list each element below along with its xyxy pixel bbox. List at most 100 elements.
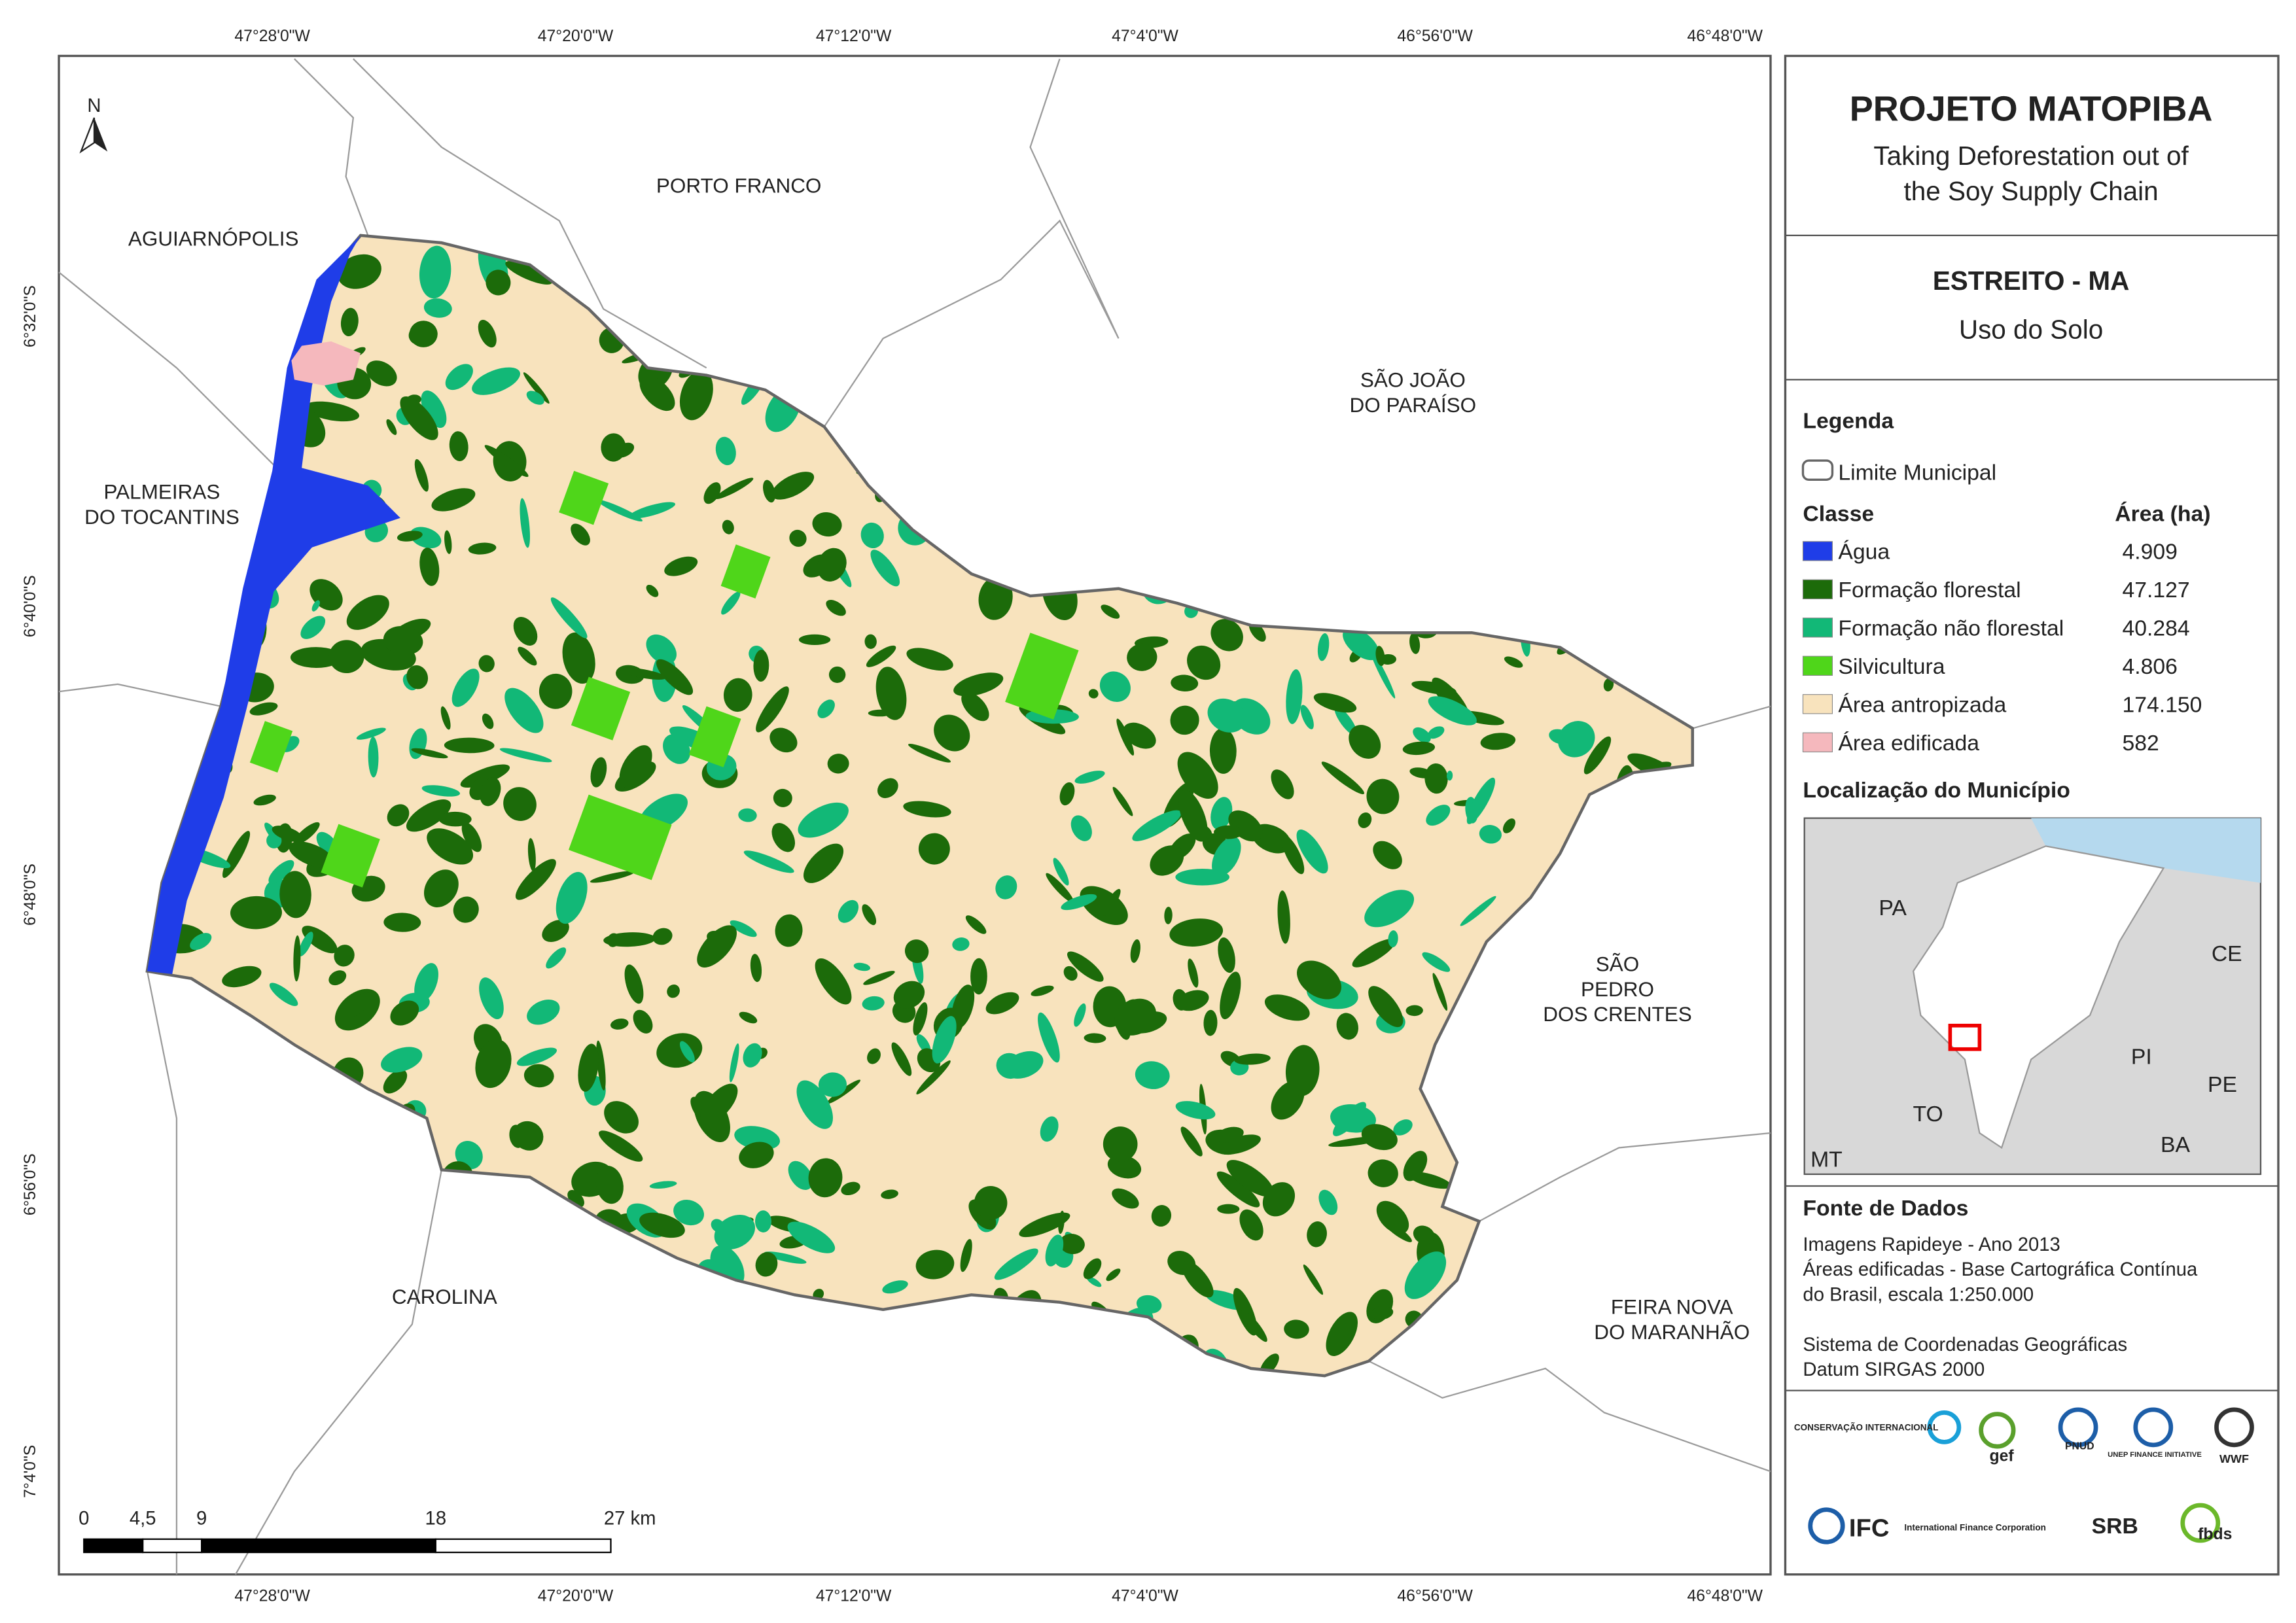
land-patch: [1218, 937, 1235, 973]
land-patch: [798, 802, 849, 838]
land-patch: [673, 1199, 705, 1226]
land-patch: [516, 1047, 557, 1066]
place-label: PALMEIRAS: [104, 480, 221, 504]
land-patch: [597, 500, 643, 522]
land-patch: [1099, 671, 1131, 703]
land-patch: [918, 833, 950, 865]
land-patch: [1217, 1204, 1240, 1214]
land-patch: [406, 799, 451, 832]
place-label: DOS CRENTES: [1543, 1002, 1691, 1026]
land-patch: [1087, 1276, 1102, 1287]
land-patch: [289, 841, 334, 868]
longitude-label: 46°48'0"W: [1687, 1587, 1763, 1605]
land-patch: [771, 822, 796, 852]
land-patch: [1063, 966, 1078, 981]
silviculture-patch: [571, 676, 631, 741]
land-patch: [870, 550, 900, 587]
land-patch: [1101, 604, 1120, 619]
logo-mark: [2180, 1503, 2221, 1543]
source-line: Imagens Rapideye - Ano 2013: [1803, 1234, 2060, 1255]
land-patch: [1271, 769, 1294, 799]
latitude-label: 6°40'0"S: [22, 575, 39, 637]
land-patch: [550, 597, 588, 638]
logo-mark: [2058, 1407, 2098, 1448]
latitude-label: 6°48'0"S: [22, 864, 39, 926]
class-header: Classe: [1803, 501, 1874, 526]
land-patch: [891, 1042, 912, 1076]
land-patch: [1307, 1221, 1327, 1248]
land-patch: [1207, 698, 1246, 733]
land-patch: [866, 645, 896, 667]
land-patch: [679, 1041, 695, 1063]
land-patch: [763, 480, 775, 503]
land-patch: [721, 591, 741, 615]
land-patch: [1038, 1012, 1060, 1063]
silviculture-patch: [249, 721, 293, 773]
place-label: DO PARAÍSO: [1350, 393, 1477, 417]
land-patch: [826, 599, 846, 616]
land-patch: [951, 985, 975, 1029]
scale-segment: [83, 1538, 144, 1554]
land-patch: [1411, 680, 1457, 695]
logo-label: fbds: [2198, 1526, 2232, 1543]
land-patch: [279, 871, 311, 918]
land-patch: [755, 1210, 771, 1232]
land-patch: [1053, 858, 1069, 886]
legend-class: Água: [1838, 540, 1890, 565]
land-patch: [414, 963, 438, 1002]
legend-heading: Legenda: [1803, 409, 1894, 434]
land-patch: [639, 375, 675, 411]
land-patch: [1059, 1234, 1085, 1255]
land-patch: [1130, 939, 1140, 963]
land-patch: [1447, 771, 1453, 781]
land-patch: [1040, 1116, 1059, 1142]
land-patch: [445, 364, 473, 391]
land-patch: [656, 659, 694, 695]
land-patch: [1336, 1013, 1358, 1040]
latitude-label: 6°32'0"S: [22, 285, 39, 347]
land-patch: [1132, 810, 1182, 841]
land-patch: [518, 646, 537, 666]
land-patch: [769, 727, 798, 753]
land-patch: [383, 1070, 408, 1094]
legend-class: Silvicultura: [1838, 654, 1945, 679]
land-patch: [908, 744, 951, 763]
longitude-label: 46°48'0"W: [1687, 27, 1763, 45]
land-patch: [862, 904, 877, 926]
land-patch: [484, 445, 529, 478]
longitude-label: 47°28'0"W: [234, 27, 310, 45]
land-patch: [222, 966, 262, 988]
land-patch: [1405, 1005, 1423, 1017]
land-patch: [527, 838, 536, 872]
panel-title: PROJETO MATOPIBA: [1850, 89, 2213, 128]
land-patch: [1404, 1251, 1447, 1299]
land-patch: [1088, 689, 1099, 699]
land-patch: [190, 933, 212, 951]
state-label: PA: [1879, 896, 1907, 920]
land-patch: [664, 556, 698, 576]
source-line: Áreas edificadas - Base Cartográfica Con…: [1803, 1259, 2198, 1280]
land-patch: [539, 673, 573, 709]
land-patch: [431, 488, 476, 512]
land-patch: [734, 1126, 781, 1151]
land-patch: [1264, 994, 1310, 1021]
land-patch: [1210, 797, 1233, 830]
land-patch: [629, 502, 676, 519]
land-patch: [479, 977, 504, 1019]
land-patch: [269, 983, 298, 1006]
land-patch: [411, 748, 448, 759]
land-patch: [1424, 763, 1448, 794]
land-patch: [1127, 643, 1157, 671]
land-patch: [667, 984, 680, 998]
land-patch: [1334, 706, 1357, 736]
land-patch: [764, 1251, 807, 1264]
land-patch: [1369, 649, 1396, 699]
land-patch: [556, 871, 588, 924]
logo-label: SRB: [2092, 1514, 2138, 1539]
land-patch: [268, 860, 294, 884]
land-patch: [1151, 1205, 1172, 1227]
silviculture-patch: [688, 706, 741, 767]
land-patch: [427, 828, 474, 865]
place-label: FEIRA NOVA: [1611, 1295, 1733, 1319]
land-patch: [505, 260, 552, 285]
